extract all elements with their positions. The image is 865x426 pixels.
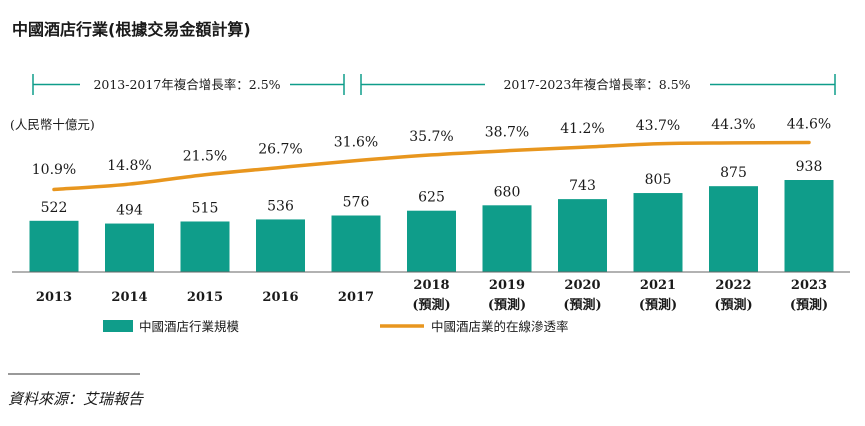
x-tick-label-2020: 2020 xyxy=(564,278,600,293)
bar-2021 xyxy=(633,193,683,272)
penetration-line-path xyxy=(52,140,811,192)
x-tick-label-2021: 2021 xyxy=(640,278,676,293)
x-tick-sublabel-2020: (預測) xyxy=(563,297,601,313)
legend: 中國酒店行業規模 中國酒店業的在線滲透率 xyxy=(103,319,569,334)
bar-value-label-2015: 515 xyxy=(192,200,219,216)
line-value-label-2017: 31.6% xyxy=(334,135,378,151)
bar-value-label-2020: 743 xyxy=(569,178,596,194)
bar-2017 xyxy=(331,215,381,272)
x-axis-labels: 2013 2014 2015 2016 2017 2018 (預測) 2019 (預測) 2020… xyxy=(36,278,828,313)
line-value-label-2021: 43.7% xyxy=(636,118,680,134)
bar-2013 xyxy=(29,220,79,272)
y-axis-unit-label: (人民幣十億元) xyxy=(10,117,95,132)
bar-2022 xyxy=(709,186,758,272)
legend-swatch-bar xyxy=(103,320,133,332)
bar-value-label-2018: 625 xyxy=(418,190,445,206)
bar-2023 xyxy=(784,180,834,272)
bar-value-label-2022: 875 xyxy=(720,165,747,181)
bar-2016 xyxy=(256,219,305,272)
bar-value-label-2016: 536 xyxy=(267,198,294,214)
x-tick-label-2022: 2022 xyxy=(715,278,751,293)
x-tick-label-2015: 2015 xyxy=(187,290,223,305)
legend-label-line: 中國酒店業的在線滲透率 xyxy=(431,319,569,334)
bar-2020 xyxy=(558,199,607,272)
bars: 522 494 515 536 576 625 680 743 805 875 938 xyxy=(29,159,834,272)
bar-2015 xyxy=(180,221,230,272)
line-value-label-2014: 14.8% xyxy=(107,158,151,174)
line-value-label-2019: 38.7% xyxy=(485,125,529,141)
x-tick-sublabel-2023: (預測) xyxy=(790,297,828,313)
bar-value-label-2021: 805 xyxy=(645,172,672,188)
penetration-line: 10.9% 14.8% 21.5% 26.7% 31.6% 35.7% 38.7% 41.2%… xyxy=(32,117,831,192)
bar-value-label-2023: 938 xyxy=(796,159,823,175)
line-value-label-2022: 44.3% xyxy=(711,117,755,133)
line-value-label-2013: 10.9% xyxy=(32,162,76,178)
bar-value-label-2017: 576 xyxy=(343,195,370,211)
x-tick-sublabel-2021: (預測) xyxy=(639,297,677,313)
bar-2019 xyxy=(482,205,532,272)
bar-value-label-2013: 522 xyxy=(41,200,68,216)
bar-2014 xyxy=(105,223,154,272)
cagr-label-2013-2017: 2013-2017年複合增長率：2.5% xyxy=(93,77,280,92)
line-value-label-2015: 21.5% xyxy=(183,149,227,165)
cagr-bracket-2017-2023: 2017-2023年複合增長率：8.5% xyxy=(360,74,836,95)
x-tick-sublabel-2019: (預測) xyxy=(488,297,526,313)
source-note: 資料來源：艾瑞報告 xyxy=(8,390,144,408)
x-tick-sublabel-2022: (預測) xyxy=(714,297,752,313)
x-tick-label-2013: 2013 xyxy=(36,290,72,305)
chart-title: 中國酒店行業(根據交易金額計算) xyxy=(12,20,251,39)
x-tick-sublabel-2018: (預測) xyxy=(412,297,450,313)
x-tick-label-2017: 2017 xyxy=(338,290,374,305)
bar-2018 xyxy=(407,210,456,272)
line-value-label-2023: 44.6% xyxy=(787,117,831,133)
legend-label-bar: 中國酒店行業規模 xyxy=(139,319,240,334)
x-tick-label-2016: 2016 xyxy=(262,290,298,305)
x-tick-label-2014: 2014 xyxy=(111,290,147,305)
x-tick-label-2023: 2023 xyxy=(791,278,827,293)
line-value-label-2020: 41.2% xyxy=(560,121,604,137)
x-tick-label-2019: 2019 xyxy=(489,278,525,293)
line-value-label-2016: 26.7% xyxy=(258,141,302,157)
cagr-label-2017-2023: 2017-2023年複合增長率：8.5% xyxy=(503,77,690,92)
x-tick-label-2018: 2018 xyxy=(413,278,449,293)
bar-value-label-2019: 680 xyxy=(494,184,521,200)
line-value-label-2018: 35.7% xyxy=(409,129,453,145)
cagr-bracket-2013-2017: 2013-2017年複合增長率：2.5% xyxy=(32,74,345,95)
bar-value-label-2014: 494 xyxy=(116,203,143,219)
